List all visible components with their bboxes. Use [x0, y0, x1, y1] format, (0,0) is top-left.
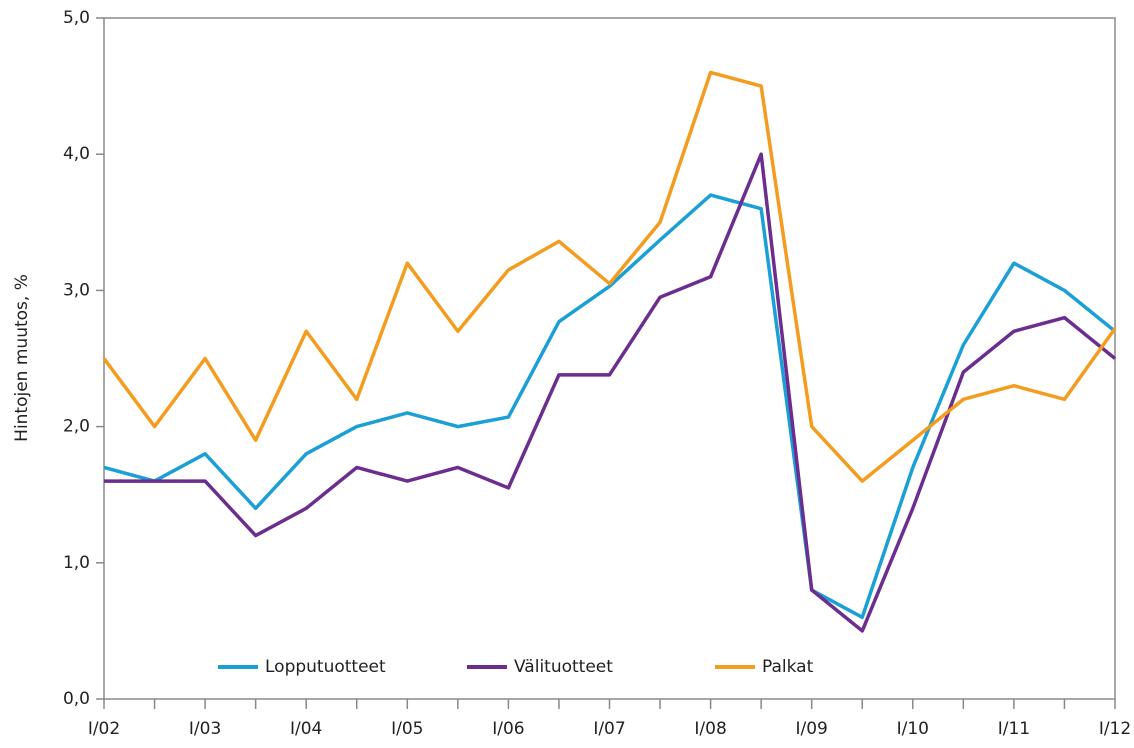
legend-label: Lopputuotteet	[265, 657, 386, 677]
x-tick-label: I/02	[88, 719, 120, 739]
y-tick-label: 4,0	[63, 144, 90, 164]
y-tick-label: 3,0	[63, 280, 90, 300]
y-tick-label: 1,0	[63, 553, 90, 573]
y-tick-label: 0,0	[63, 689, 90, 709]
y-tick-label: 5,0	[63, 8, 90, 28]
x-tick-label: I/08	[694, 719, 726, 739]
series-line	[103, 193, 1117, 620]
series-line	[104, 152, 1117, 633]
x-tick-label: I/07	[593, 719, 625, 739]
legend-label: Välituotteet	[514, 657, 613, 677]
x-tick-label: I/05	[391, 719, 423, 739]
y-tick-label: 2,0	[63, 417, 90, 437]
legend-label: Palkat	[762, 657, 814, 677]
x-tick-label: I/11	[998, 719, 1030, 739]
series-line	[102, 70, 1117, 483]
x-tick-label: I/12	[1099, 719, 1131, 739]
x-tick-label: I/04	[290, 719, 322, 739]
x-tick-label: I/10	[897, 719, 929, 739]
x-tick-label: I/09	[796, 719, 828, 739]
y-axis-label: Hintojen muutos, %	[12, 274, 32, 442]
x-tick-label: I/03	[189, 719, 221, 739]
plot-frame	[103, 17, 1116, 700]
x-tick-label: I/06	[492, 719, 524, 739]
